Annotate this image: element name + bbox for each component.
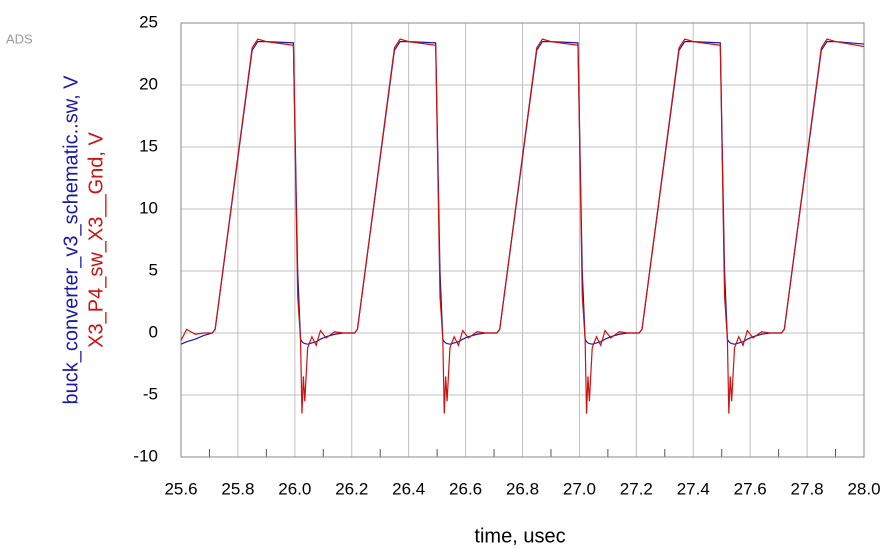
y-tick-label: -5 bbox=[143, 384, 158, 403]
watermark: ADS bbox=[6, 31, 33, 46]
y-tick-label: 15 bbox=[139, 136, 158, 155]
series-line bbox=[180, 38, 865, 414]
plot-frame bbox=[180, 22, 865, 458]
y-tick-label: 20 bbox=[139, 74, 158, 93]
x-tick-label: 27.8 bbox=[791, 479, 824, 498]
legend-label: buck_converter_v3_schematic..sw, V bbox=[60, 75, 82, 405]
y-tick-label: 0 bbox=[149, 322, 158, 341]
x-tick-label: 26.4 bbox=[392, 479, 425, 498]
x-tick-label: 27.4 bbox=[677, 479, 710, 498]
x-axis-label: time, usec bbox=[474, 525, 565, 547]
x-tick-label: 27.6 bbox=[734, 479, 767, 498]
x-tick-label: 28.0 bbox=[847, 479, 880, 498]
x-tick-label: 26.6 bbox=[449, 479, 482, 498]
y-tick-label: 25 bbox=[139, 12, 158, 31]
legend-label: X3_P4_sw_X3__Gnd, V bbox=[85, 131, 107, 347]
x-tick-label: 25.6 bbox=[164, 479, 197, 498]
x-tick-label: 27.2 bbox=[620, 479, 653, 498]
x-tick-label: 25.8 bbox=[221, 479, 254, 498]
y-tick-label: 5 bbox=[149, 260, 158, 279]
y-tick-label: -10 bbox=[133, 446, 158, 465]
x-tick-label: 26.0 bbox=[278, 479, 311, 498]
x-tick-label: 26.2 bbox=[335, 479, 368, 498]
x-tick-label: 27.0 bbox=[563, 479, 596, 498]
x-tick-label: 26.8 bbox=[506, 479, 539, 498]
y-tick-label: 10 bbox=[139, 198, 158, 217]
